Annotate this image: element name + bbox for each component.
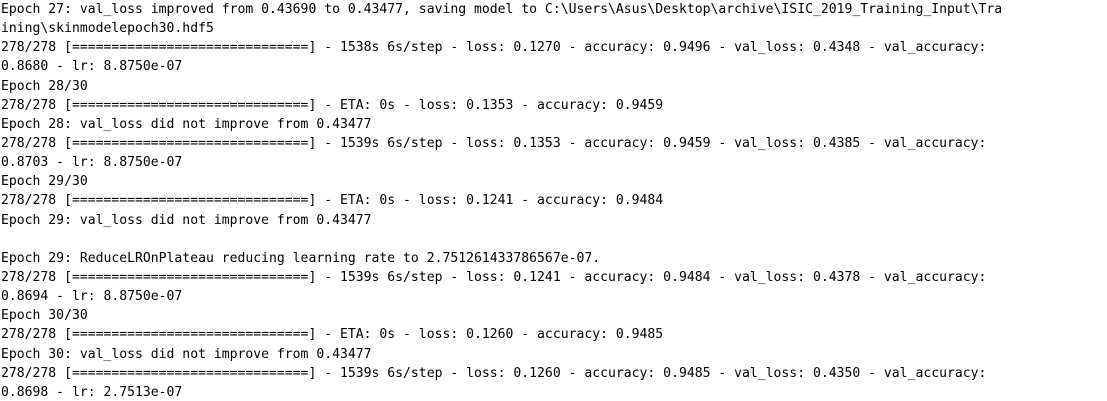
- console-line: 278/278 [==============================]…: [1, 135, 987, 151]
- console-line: 0.8698 - lr: 2.7513e-07: [1, 384, 183, 400]
- console-line: 278/278 [==============================]…: [1, 193, 664, 209]
- console-line: Epoch 29/30: [1, 174, 88, 190]
- console-line: Epoch 28/30: [1, 78, 88, 94]
- console-line: Epoch 30/30: [1, 308, 88, 324]
- console-line: Epoch 27: val_loss improved from 0.43690…: [1, 2, 1003, 17]
- console-line: 278/278 [==============================]…: [1, 97, 664, 113]
- console-line: [1, 230, 1107, 249]
- console-line: Epoch 29: val_loss did not improve from …: [1, 212, 372, 228]
- console-line: 0.8703 - lr: 8.8750e-07: [1, 155, 183, 171]
- console-line: 278/278 [==============================]…: [1, 365, 987, 381]
- console-line: ining\skinmodelepoch30.hdf5: [1, 21, 214, 37]
- console-line: Epoch 30: val_loss did not improve from …: [1, 346, 372, 362]
- console-line: Epoch 28: val_loss did not improve from …: [1, 116, 372, 132]
- console-line: 278/278 [==============================]…: [1, 40, 987, 56]
- console-line: 0.8680 - lr: 8.8750e-07: [1, 59, 183, 75]
- console-line: 0.8694 - lr: 8.8750e-07: [1, 289, 183, 305]
- console-line: 278/278 [==============================]…: [1, 327, 664, 343]
- console-line: 278/278 [==============================]…: [1, 269, 987, 285]
- console-line: Epoch 29: ReduceLROnPlateau reducing lea…: [1, 250, 601, 266]
